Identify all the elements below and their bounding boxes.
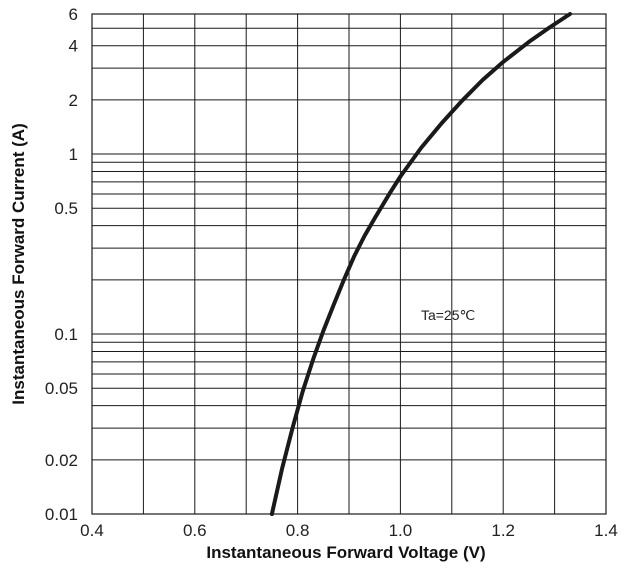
y-tick-label: 0.5 xyxy=(54,199,78,218)
y-tick-label: 0.05 xyxy=(45,379,78,398)
series-line xyxy=(269,12,572,516)
y-axis-title: Instantaneous Forward Current (A) xyxy=(9,123,28,404)
y-tick-label: 2 xyxy=(69,91,78,110)
x-tick-label: 1.4 xyxy=(594,521,618,540)
y-tick-labels: 0.01 0.02 0.05 0.1 0.5 1 2 4 6 xyxy=(45,5,78,524)
y-tick-label: 1 xyxy=(69,145,78,164)
curve-layer xyxy=(269,12,572,516)
x-tick-label: 1.2 xyxy=(491,521,515,540)
x-tick-labels: 0.4 0.6 0.8 1.0 1.2 1.4 xyxy=(80,521,618,540)
y-tick-label: 6 xyxy=(69,5,78,24)
x-tick-label: 0.8 xyxy=(286,521,310,540)
x-tick-label: 0.6 xyxy=(183,521,207,540)
annotation-label: Ta=25℃ xyxy=(421,307,475,323)
x-tick-label: 0.4 xyxy=(80,521,104,540)
plot-frame xyxy=(91,13,607,515)
annotations: Ta=25℃ xyxy=(421,307,475,323)
x-tick-label: 1.0 xyxy=(389,521,413,540)
y-tick-label: 0.01 xyxy=(45,505,78,524)
y-tick-label: 4 xyxy=(69,37,78,56)
y-tick-label: 0.02 xyxy=(45,451,78,470)
y-tick-label: 0.1 xyxy=(54,325,78,344)
x-axis-title: Instantaneous Forward Voltage (V) xyxy=(206,543,485,562)
